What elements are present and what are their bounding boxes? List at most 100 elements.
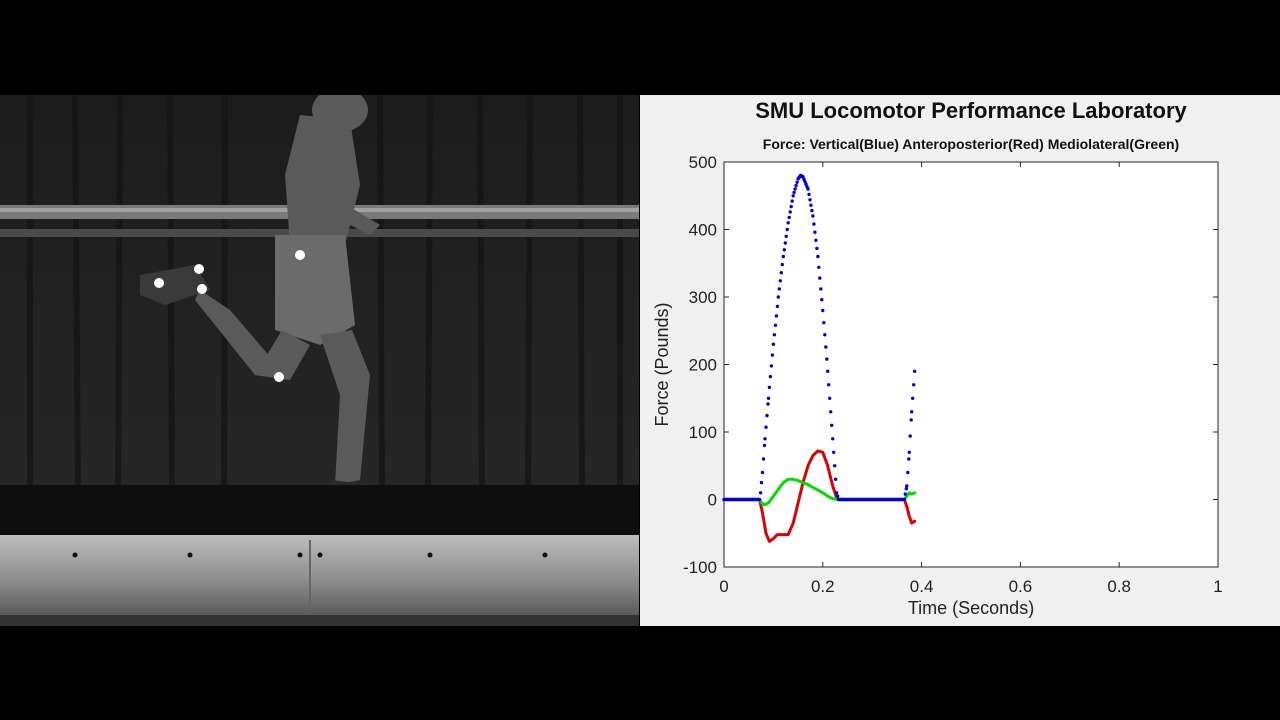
series-vertical-point [761,457,766,461]
y-axis-label: Force (Pounds) [652,302,672,426]
series-vertical-point [779,271,783,275]
x-tick-label: 0.2 [811,577,835,596]
series-vertical-point [824,345,828,349]
series-vertical-point [787,215,791,220]
series-vertical-point [820,298,824,302]
y-tick-label: 400 [689,221,717,240]
series-vertical-point [825,357,829,361]
x-tick-label: 1 [1213,577,1222,596]
series-vertical-point [912,383,916,387]
runner-on-treadmill-image [0,95,639,626]
x-tick-label: 0 [719,577,728,596]
series-vertical-point [818,276,822,280]
series-vertical-point [778,279,782,283]
series-vertical-point [821,308,825,313]
series-vertical-point [780,262,784,267]
series-vertical-point [833,477,838,481]
series-vertical-point [769,364,774,368]
chart-subtitle: Force: Vertical(Blue) Anteroposterior(Re… [762,136,1180,152]
series-vertical-point [782,248,786,252]
series-vertical-point [819,287,823,291]
series-vertical-point [764,425,768,429]
series-vertical-point [774,314,779,318]
series-vertical-point [766,402,770,406]
series-vertical-point [773,323,778,327]
x-tick-label: 0.4 [910,577,934,596]
y-tick-label: 100 [689,423,717,442]
series-vertical-point [776,295,780,299]
series-vertical-point [790,199,794,203]
series-vertical-point [830,423,834,427]
series-vertical-point [903,492,907,496]
series-vertical-point [792,190,796,195]
series-vertical-point [813,230,817,234]
series-vertical-point [772,333,777,337]
series-vertical-point [806,187,810,191]
x-axis-label: Time (Seconds) [908,598,1034,618]
series-vertical-point [834,491,839,495]
series-vertical-point [828,396,832,400]
x-tick-label: 0.8 [1107,577,1131,596]
series-vertical-point [905,484,909,488]
series-vertical-point [829,410,833,414]
series-vertical-point [791,194,795,198]
series-vertical-point [809,203,813,207]
series-vertical-point [759,480,764,485]
series-vertical-point [785,227,789,232]
series-vertical-point [810,208,814,213]
series-vertical-point [823,333,827,337]
series-vertical-point [788,210,792,214]
series-vertical-point [913,369,917,373]
series-vertical-point [758,491,763,495]
series-vertical-point [909,418,913,422]
series-vertical-point [789,204,793,209]
y-tick-label: -100 [683,558,717,577]
series-vertical-point [835,494,840,498]
series-vertical-point [781,254,785,259]
series-vertical-point [794,183,798,188]
series-vertical-point [757,497,762,502]
motion-capture-markers [154,250,305,382]
series-vertical-point [766,396,771,400]
force-plot-panel: SMU Locomotor Performance Laboratory For… [640,95,1280,626]
series-vertical-point [775,304,780,309]
series-vertical-point [908,434,912,438]
series-vertical-point [811,214,815,218]
series-vertical-point [760,470,765,475]
series-vertical-point [907,450,911,454]
series-vertical-point [906,470,910,475]
series-vertical-point [822,321,826,325]
series-vertical-point [831,437,835,441]
series-vertical-point [784,234,788,238]
series-vertical-point [826,369,830,373]
series-vertical-point [768,374,773,379]
plot-area [723,161,1219,568]
series-vertical-point [770,353,775,357]
series-vertical-point [767,385,772,390]
series-vertical-point [812,222,816,226]
series-vertical-point [786,221,790,225]
series-vertical-point [763,437,767,441]
series-vertical-point [807,192,811,197]
y-tick-label: 200 [689,356,717,375]
series-vertical-point [833,464,837,468]
series-vertical-point [793,187,797,191]
series-vertical-point [765,413,769,418]
series-vertical-point [808,198,812,202]
series-vertical-point [832,450,836,454]
series-vertical-point [777,287,781,291]
series-vertical-point [911,396,915,400]
series-vertical-point [817,265,821,269]
y-tick-label: 300 [689,288,717,307]
series-vertical-point [907,457,911,461]
series-vertical-point [771,342,776,346]
series-vertical-point [910,410,914,414]
series-vertical-point [783,241,787,245]
runner-video-frame [0,95,639,626]
series-vertical-point [814,238,818,242]
chart-title: SMU Locomotor Performance Laboratory [755,98,1187,123]
x-tick-label: 0.6 [1009,577,1033,596]
series-vertical-point [827,383,831,387]
y-tick-label: 0 [708,491,717,510]
